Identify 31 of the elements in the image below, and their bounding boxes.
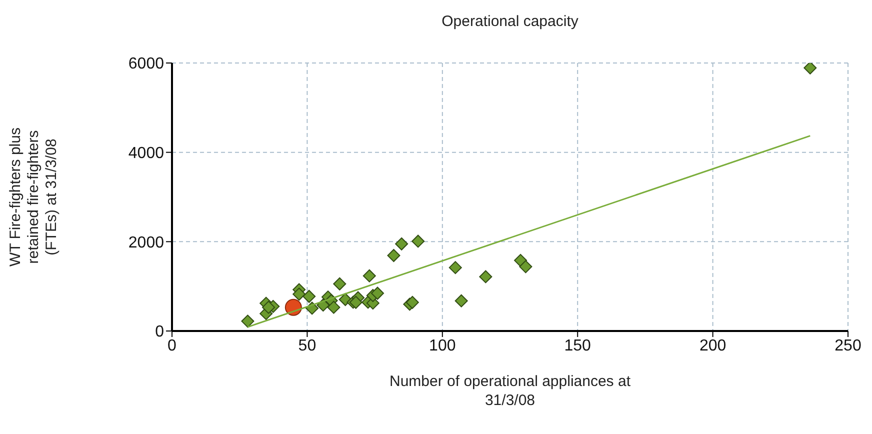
y-tick-label: 2000 — [128, 234, 164, 252]
y-tick-label: 6000 — [128, 56, 164, 73]
point — [362, 269, 376, 282]
x-tick-label: 100 — [429, 337, 456, 354]
point — [292, 288, 306, 301]
point — [479, 270, 492, 284]
point — [804, 63, 817, 74]
y-tick-label: 0 — [155, 324, 164, 341]
point — [241, 314, 254, 328]
point — [519, 260, 532, 274]
y-tick-label: 4000 — [128, 145, 164, 162]
point — [454, 294, 468, 308]
point — [406, 296, 419, 309]
point — [395, 237, 408, 250]
chart-title: Operational capacity — [442, 13, 579, 30]
point — [371, 286, 384, 300]
point — [333, 277, 346, 290]
x-tick-label: 150 — [564, 337, 592, 354]
point — [349, 296, 362, 309]
x-tick-label: 50 — [298, 337, 316, 354]
point — [412, 234, 425, 248]
point — [302, 290, 316, 303]
point — [448, 261, 462, 274]
point — [262, 300, 276, 314]
y-axis-title: WT Fire-fighters plus retained fire-fighters (FTEs) at 31/3/08 — [7, 128, 60, 266]
point — [387, 249, 400, 262]
point — [327, 300, 340, 314]
x-tick-label: 250 — [834, 337, 862, 354]
x-axis-title: Number of operational appliances at 31/3/08 — [390, 373, 632, 409]
x-tick-label: 200 — [699, 337, 726, 354]
x-tick-label: 0 — [168, 337, 177, 354]
